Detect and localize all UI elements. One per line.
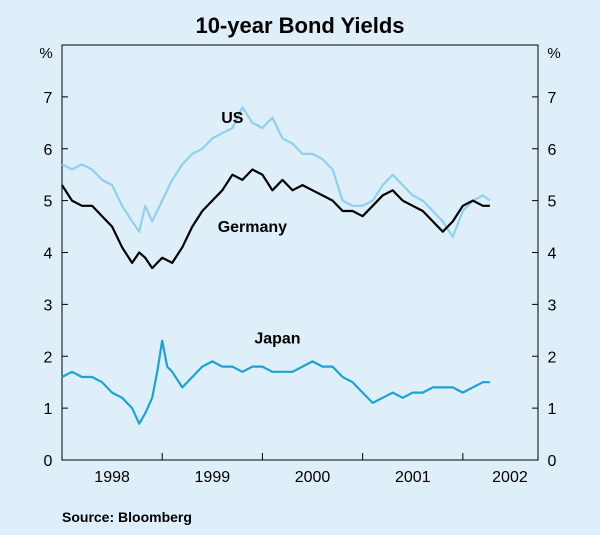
- x-tick-label: 1998: [94, 469, 130, 486]
- y-tick-label-right: 1: [548, 401, 557, 418]
- y-axis-right: 0 1 2 3 4 5 6 7: [532, 90, 557, 470]
- y-tick-label-left: 5: [44, 194, 53, 211]
- y-tick-label-right: 5: [548, 194, 557, 211]
- y-tick-label-right: 3: [548, 297, 557, 314]
- series-label-us: US: [221, 110, 244, 127]
- x-tick-label: 2000: [295, 469, 331, 486]
- y-tick-label-left: 6: [44, 142, 53, 159]
- y-tick-label-left: 4: [44, 246, 53, 263]
- x-tick-label: 1999: [195, 469, 231, 486]
- y-tick-label-right: 6: [548, 142, 557, 159]
- series-line-germany: [61, 168, 490, 270]
- y-tick-label-right: 2: [548, 349, 557, 366]
- series-labels: US Germany Japan: [218, 110, 301, 347]
- y-tick-label-left: 7: [44, 90, 53, 107]
- x-tick-label: 2002: [492, 469, 528, 486]
- y-tick-label-left: 2: [44, 349, 53, 366]
- series-label-germany: Germany: [218, 219, 287, 236]
- y-tick-label-left: 0: [44, 453, 53, 470]
- y-axis-left: 0 1 2 3 4 5 6 7: [44, 90, 68, 470]
- series-lines: [61, 106, 491, 425]
- chart-title: 10-year Bond Yields: [195, 13, 404, 38]
- series-line-japan: [61, 339, 490, 425]
- series-label-japan: Japan: [254, 330, 300, 347]
- x-tick-label: 2001: [395, 469, 431, 486]
- y-tick-label-right: 4: [548, 246, 557, 263]
- series-line-us: [61, 106, 491, 238]
- y-tick-label-left: 1: [44, 401, 53, 418]
- y-tick-label-left: 3: [44, 297, 53, 314]
- y-tick-label-right: 7: [548, 90, 557, 107]
- y-tick-label-right: 0: [548, 453, 557, 470]
- y-unit-left: %: [39, 45, 52, 62]
- plot-frame: [61, 44, 539, 461]
- y-unit-right: %: [547, 45, 560, 62]
- x-axis: 1998 1999 2000 2001 2002: [94, 453, 528, 486]
- source-note: Source: Bloomberg: [62, 509, 192, 525]
